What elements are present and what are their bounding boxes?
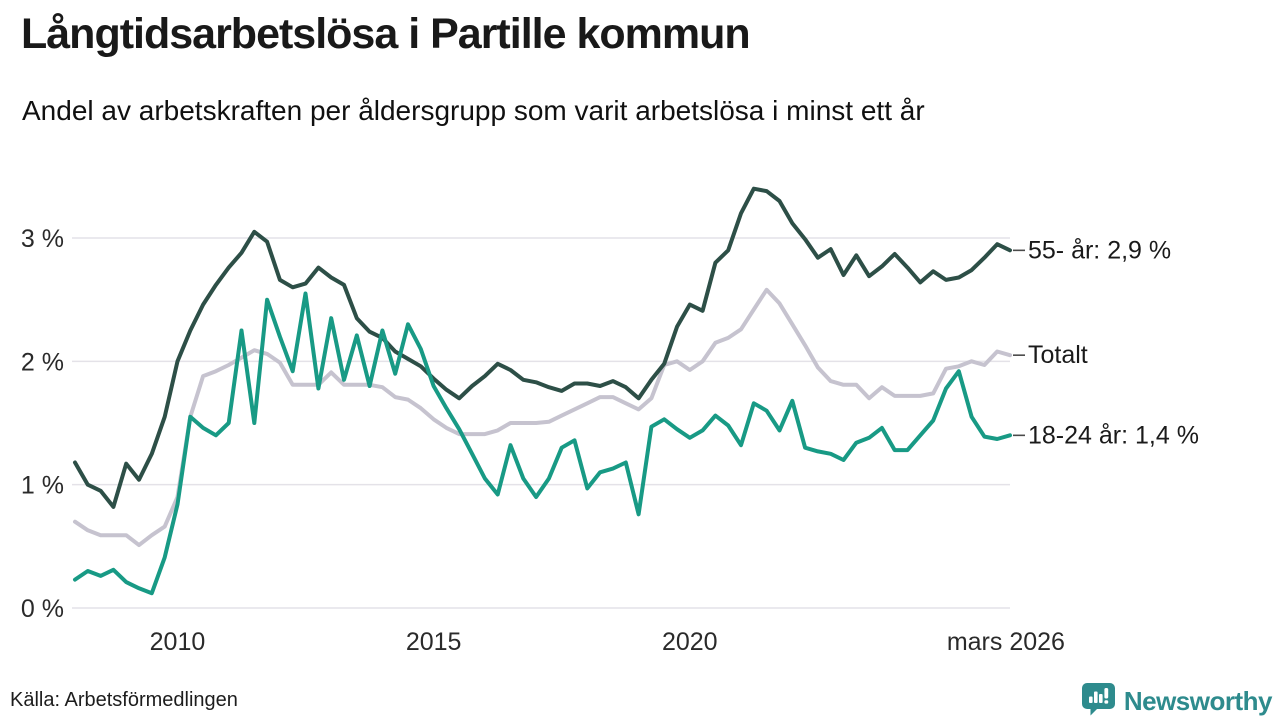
x-axis-tick-label: 2020 [662,628,718,656]
series-end-label-18-24-ar: 18-24 år: 1,4 % [1028,421,1199,449]
page-title: Långtidsarbetslösa i Partille kommun [21,10,751,58]
newsworthy-logo-icon [1080,680,1117,722]
page-subtitle: Andel av arbetskraften per åldersgrupp s… [22,95,925,126]
series-end-label-totalt: Totalt [1028,341,1088,369]
x-axis-tick-label: 2010 [150,628,206,656]
x-axis-tick-label: 2015 [406,628,462,656]
newsworthy-brand: Newsworthy [1080,680,1273,722]
y-axis-tick-label: 2 % [21,348,64,376]
series-line-55-ar [73,186,1012,509]
y-axis-tick-label: 3 % [21,225,64,253]
newsworthy-wordmark: Newsworthy [1123,685,1273,716]
source-note: Källa: Arbetsförmedlingen [10,689,238,711]
x-axis-tick-label: mars 2026 [947,628,1065,656]
series-line-totalt [73,287,1012,548]
y-axis-tick-label: 0 % [21,595,64,623]
y-axis-tick-label: 1 % [21,472,64,500]
series-line-18-24-ar [73,291,1012,596]
series-end-label-55-ar: 55- år: 2,9 % [1028,236,1171,264]
